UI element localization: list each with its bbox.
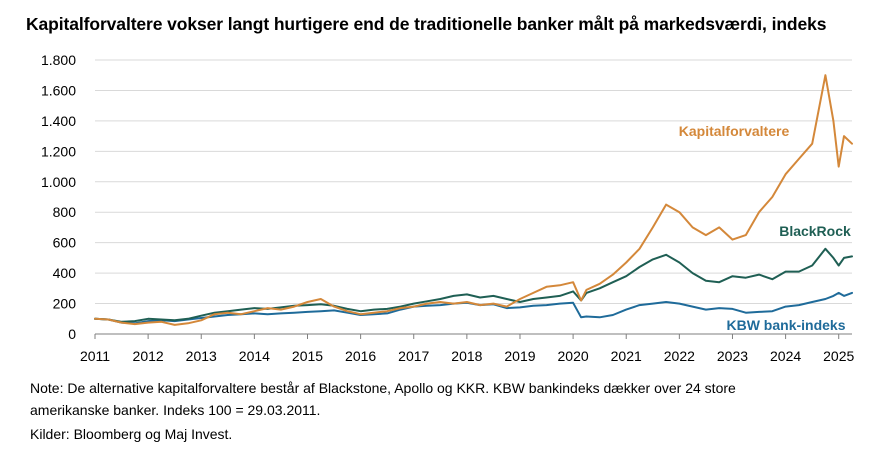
grid-lines — [95, 59, 852, 305]
y-tick-label: 1.000 — [41, 174, 76, 190]
x-tick-label: 2021 — [611, 348, 642, 364]
series-label-kapitalforvaltere: Kapitalforvaltere — [679, 123, 790, 139]
x-tick-label: 2018 — [451, 348, 482, 364]
y-axis: 0 200 400 600 800 1.000 1.200 1.400 1.600 1.800 — [41, 52, 76, 342]
x-tick-label: 2023 — [717, 348, 748, 364]
series-labels: Kapitalforvaltere BlackRock KBW bank-indek… — [679, 123, 851, 333]
series-lines — [94, 74, 853, 326]
y-tick-label: 1.400 — [41, 113, 76, 129]
series-line-kapitalforvaltere — [94, 74, 853, 326]
x-tick-label: 2025 — [823, 348, 854, 364]
y-tick-label: 1.600 — [41, 82, 76, 98]
y-tick-label: 800 — [53, 204, 77, 220]
x-tick-label: 2015 — [292, 348, 323, 364]
x-tick-label: 2022 — [664, 348, 695, 364]
y-tick-label: 600 — [53, 235, 77, 251]
x-tick-label: 2013 — [186, 348, 217, 364]
x-tick-label: 2019 — [504, 348, 535, 364]
x-tick-label: 2012 — [133, 348, 164, 364]
chart-sources: Kilder: Bloomberg og Maj Invest. — [30, 426, 233, 442]
x-tick-label: 2017 — [398, 348, 429, 364]
series-label-kbw-bank-indeks: KBW bank-indeks — [726, 317, 845, 333]
y-tick-label: 1.200 — [41, 143, 76, 159]
chart-note-line-1: Note: De alternative kapitalforvaltere b… — [30, 380, 736, 396]
x-tick-label: 2024 — [770, 348, 801, 364]
series-line-blackrock — [94, 247, 853, 323]
y-tick-label: 0 — [68, 326, 76, 342]
x-tick-label: 2014 — [239, 348, 270, 364]
x-tick-label: 2011 — [80, 348, 110, 364]
y-tick-label: 200 — [53, 296, 77, 312]
line-chart: 0 200 400 600 800 1.000 1.200 1.400 1.600 1.800 2… — [41, 52, 855, 364]
y-tick-label: 1.800 — [41, 52, 76, 68]
x-tick-label: 2016 — [345, 348, 376, 364]
series-label-blackrock: BlackRock — [779, 223, 851, 239]
chart-title: Kapitalforvaltere vokser langt hurtigere… — [26, 14, 827, 34]
x-axis: 2011 2012 2013 2014 2015 2016 2017 2018 2019 2020… — [80, 333, 854, 364]
y-tick-label: 400 — [53, 265, 77, 281]
chart-note-line-2: amerikanske banker. Indeks 100 = 29.03.2… — [30, 402, 321, 418]
x-tick-label: 2020 — [558, 348, 589, 364]
